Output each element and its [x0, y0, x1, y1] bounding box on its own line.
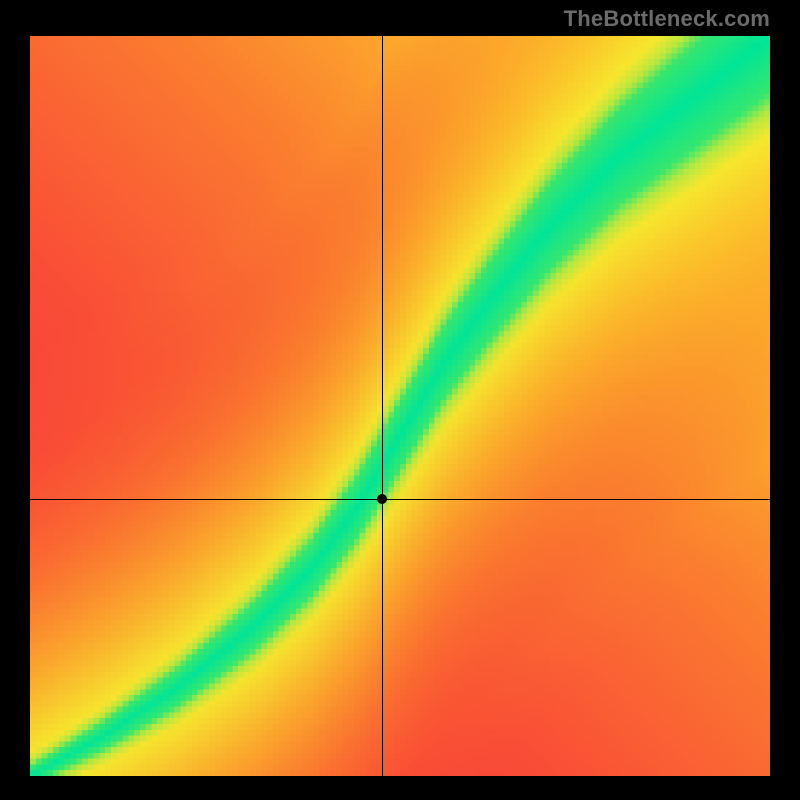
crosshair-vertical [382, 36, 383, 776]
crosshair-horizontal [30, 499, 770, 500]
crosshair-marker-dot [377, 494, 387, 504]
watermark-text: TheBottleneck.com [564, 6, 770, 32]
heatmap-canvas [30, 36, 770, 776]
